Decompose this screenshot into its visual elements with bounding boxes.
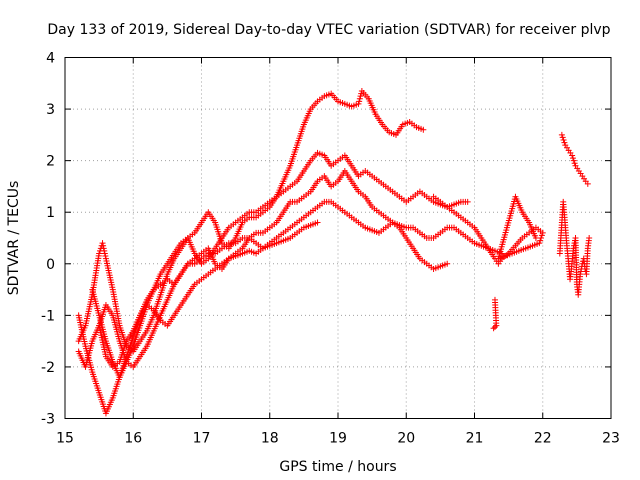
data-point [558, 131, 565, 138]
data-point [537, 237, 544, 244]
data-point [491, 323, 498, 330]
x-axis-title: GPS time / hours [279, 459, 396, 475]
data-point [532, 235, 539, 241]
data-point [571, 160, 578, 167]
data-point [102, 253, 109, 260]
axis-ticks [64, 57, 612, 419]
data-point [570, 157, 577, 164]
data-point [100, 242, 107, 249]
x-tick-label: 18 [261, 431, 279, 447]
y-axis-title: SDTVAR / TECUs [6, 181, 22, 296]
x-tick-label: 15 [56, 431, 74, 447]
series-track-a [75, 88, 427, 355]
data-point [577, 271, 584, 278]
data-point [569, 155, 576, 162]
data-point [444, 260, 451, 267]
data-point [561, 139, 568, 146]
data-marks [75, 88, 593, 417]
x-tick-label: 19 [329, 431, 347, 447]
x-tick-label: 23 [602, 431, 620, 447]
data-point [538, 232, 545, 239]
y-tick-label: 0 [46, 257, 55, 273]
data-point [490, 325, 497, 332]
data-point [99, 240, 106, 247]
data-point [539, 229, 546, 236]
x-tick-label: 21 [466, 431, 484, 447]
y-tick-label: -1 [41, 308, 55, 324]
data-point [560, 137, 567, 144]
data-point [101, 250, 108, 257]
x-tick-label: 17 [193, 431, 211, 447]
data-point [420, 126, 427, 133]
data-point [356, 98, 363, 105]
x-tick-label: 16 [124, 431, 142, 447]
data-point [355, 100, 362, 107]
y-tick-label: -3 [41, 412, 55, 428]
data-point [314, 219, 321, 226]
series-track-b [75, 149, 471, 417]
chart-title: Day 133 of 2019, Sidereal Day-to-day VTE… [47, 22, 610, 38]
series-track-g [558, 131, 591, 187]
series-track-i [490, 296, 500, 332]
grid [65, 57, 611, 419]
x-tick-labels: 15 16 17 18 19 20 21 22 23 [56, 431, 620, 447]
y-tick-label: -2 [41, 360, 55, 376]
data-point [464, 198, 471, 205]
y-tick-label: 1 [46, 205, 55, 221]
data-point [101, 247, 108, 254]
data-point [100, 245, 107, 252]
data-point [559, 134, 566, 141]
series-track-h [556, 198, 593, 298]
y-tick-label: 4 [46, 51, 55, 67]
x-tick-label: 22 [534, 431, 552, 447]
series-track-f [430, 193, 546, 267]
x-tick-label: 20 [397, 431, 415, 447]
data-point [491, 296, 498, 303]
data-point [569, 152, 576, 159]
data-point [357, 93, 364, 100]
y-tick-labels: -3 -2 -1 0 1 2 3 4 [41, 51, 55, 428]
y-tick-label: 2 [46, 154, 55, 170]
y-tick-label: 3 [46, 102, 55, 118]
data-point [584, 180, 591, 187]
data-point [356, 95, 363, 102]
data-point [586, 235, 593, 241]
data-point [96, 250, 103, 257]
data-point [538, 235, 545, 241]
series-track-e [96, 219, 321, 370]
